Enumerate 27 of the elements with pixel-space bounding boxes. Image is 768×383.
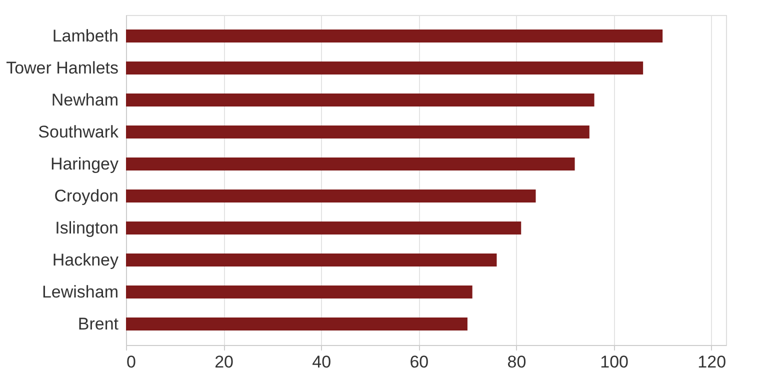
bar: [126, 30, 663, 42]
y-tick-label: Hackney: [52, 250, 119, 270]
y-tick-label: Haringey: [50, 154, 119, 174]
bar: [126, 94, 594, 106]
bar: [126, 62, 644, 74]
x-tick-label: 40: [312, 352, 332, 372]
bar: [126, 126, 590, 138]
bar: [126, 286, 472, 298]
y-tick-label: Southwark: [38, 122, 119, 142]
x-tick-label: 60: [410, 352, 429, 372]
bar: [126, 158, 575, 170]
y-tick-label: Lewisham: [42, 282, 118, 302]
bar: [126, 318, 468, 330]
y-tick-label: Brent: [78, 314, 119, 334]
x-tick-label: 20: [214, 352, 234, 372]
y-tick-label: Newham: [51, 90, 118, 110]
x-tick-label: 80: [507, 352, 526, 372]
y-tick-label: Islington: [55, 218, 118, 238]
bar: [126, 222, 522, 234]
y-tick-label: Tower Hamlets: [6, 58, 118, 78]
y-tick-label: Croydon: [54, 186, 118, 206]
y-tick-label: Lambeth: [52, 26, 118, 46]
x-tick-label: 120: [698, 352, 726, 372]
bar: [126, 190, 536, 202]
x-tick-label: 0: [126, 352, 136, 372]
x-tick-label: 100: [600, 352, 628, 372]
bar: [126, 254, 497, 266]
